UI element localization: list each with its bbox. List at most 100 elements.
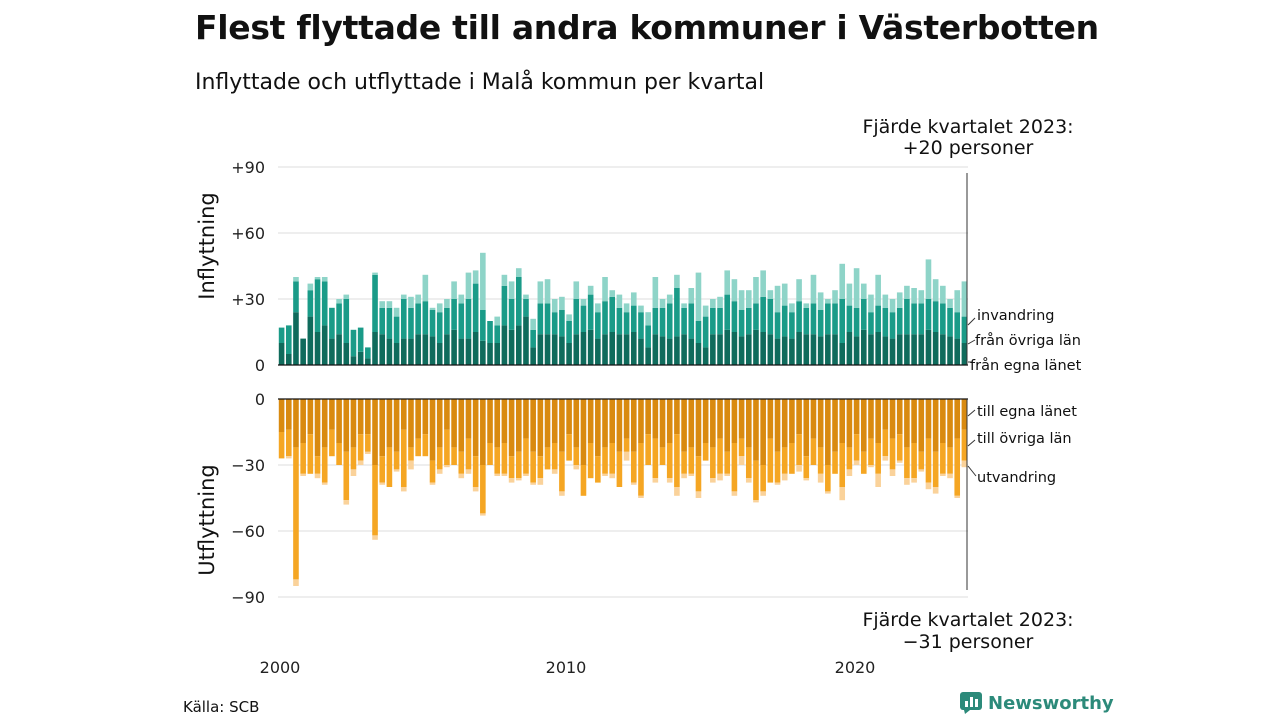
bar-in_ovriga (882, 307, 889, 337)
bar-in_invandring (429, 307, 436, 310)
series-label-till-egna-lanet: till egna länet (977, 404, 1077, 420)
bar-ut_utvandring (961, 460, 968, 468)
bar-ut_utvandring (609, 473, 616, 479)
bar-ut_egna (925, 399, 932, 439)
bar-in_ovriga (444, 307, 450, 335)
leader-line (967, 317, 976, 326)
bar-ut_ovriga (566, 434, 572, 461)
ytick-label: −60 (231, 522, 265, 541)
bar-ut_ovriga (918, 451, 925, 470)
bar-in_egna (738, 336, 745, 365)
bar-in_egna (853, 336, 860, 365)
bar-ut_ovriga (796, 434, 802, 465)
bar-ut_ovriga (551, 443, 558, 470)
bar-in_ovriga (386, 307, 393, 339)
bar-in_ovriga (566, 321, 572, 343)
bar-in_egna (961, 343, 968, 365)
series-label-till-ovriga-lan: till övriga län (977, 431, 1072, 447)
bar-in_ovriga (365, 347, 371, 359)
bar-ut_ovriga (372, 465, 378, 536)
bar-in_invandring (501, 274, 508, 286)
bar-in_ovriga (817, 310, 824, 337)
bar-in_egna (429, 336, 436, 365)
bar-ut_egna (889, 399, 896, 439)
series-label-invandring: invandring (977, 308, 1054, 324)
bar-in_egna (745, 334, 752, 365)
bar-ut_ovriga (954, 438, 961, 496)
bar-ut_utvandring (817, 473, 824, 483)
bar-ut_ovriga (645, 434, 651, 465)
bar-ut_egna (357, 399, 364, 435)
bar-in_egna (623, 334, 630, 365)
bar-in_invandring (738, 290, 745, 310)
bar-in_invandring (731, 279, 738, 302)
bar-ut_egna (853, 399, 860, 435)
bar-ut_ovriga (724, 451, 731, 474)
bar-in_ovriga (630, 305, 637, 332)
bar-in_invandring (523, 294, 529, 299)
bar-in_ovriga (623, 312, 630, 335)
bar-ut_utvandring (803, 478, 810, 481)
bar-ut_ovriga (882, 429, 889, 457)
bar-ut_utvandring (408, 460, 414, 470)
bar-in_egna (882, 336, 889, 365)
bar-ut_ovriga (307, 434, 314, 474)
bar-in_egna (436, 343, 443, 365)
brand-logo: Newsworthy (960, 692, 1114, 714)
bar-in_egna (695, 343, 702, 365)
bar-ut_egna (595, 399, 601, 457)
bar-ut_ovriga (674, 434, 680, 487)
bar-in_ovriga (515, 277, 522, 326)
bar-in_ovriga (774, 312, 781, 339)
bar-in_egna (710, 334, 716, 365)
bar-in_ovriga (587, 294, 594, 330)
y-axis-label-inflyttning: Inflyttning (195, 192, 219, 299)
bar-ut_ovriga (379, 456, 386, 483)
bar-in_invandring (853, 268, 860, 308)
bar-ut_egna (666, 399, 673, 443)
bar-in_invandring (868, 294, 874, 313)
bar-in_invandring (717, 296, 723, 308)
bar-ut_utvandring (954, 495, 961, 498)
bar-in_egna (609, 332, 616, 365)
bar-in_invandring (710, 299, 716, 308)
bar-in_egna (932, 332, 939, 365)
bar-ut_egna (494, 399, 501, 448)
bar-ut_ovriga (803, 456, 810, 479)
bar-ut_egna (523, 399, 529, 439)
bar-in_ovriga (508, 299, 515, 330)
bar-ut_ovriga (717, 438, 723, 474)
bar-in_invandring (695, 272, 702, 321)
bar-ut_egna (393, 399, 400, 452)
annotation-bottom-line1: Fjärde kvartalet 2023: (862, 609, 1073, 631)
bar-in_invandring (796, 279, 802, 302)
bar-in_egna (487, 343, 493, 365)
bar-ut_egna (293, 399, 299, 448)
bar-in_egna (630, 332, 637, 365)
bar-ut_utvandring (904, 478, 910, 485)
bar-in_invandring (681, 303, 687, 308)
bar-in_egna (724, 329, 731, 365)
bar-ut_egna (587, 399, 594, 443)
bar-in_ovriga (724, 294, 731, 330)
bar-in_egna (408, 338, 414, 365)
bar-in_ovriga (465, 299, 472, 339)
bar-in_invandring (702, 305, 709, 317)
bar-in_ovriga (609, 296, 616, 332)
bar-ut_ovriga (695, 456, 702, 492)
bar-ut_ovriga (767, 438, 774, 483)
bar-in_invandring (774, 285, 781, 313)
bar-ut_egna (415, 399, 421, 439)
bar-ut_egna (846, 399, 853, 448)
bar-in_ovriga (674, 288, 680, 337)
bar-in_egna (904, 334, 910, 365)
bar-in_egna (508, 329, 515, 365)
bar-in_invandring (587, 285, 594, 295)
bar-in_invandring (724, 270, 731, 295)
bar-in_egna (372, 332, 378, 365)
bar-in_egna (796, 332, 802, 365)
bar-ut_egna (789, 399, 795, 443)
bar-ut_ovriga (408, 447, 414, 461)
bar-ut_ovriga (444, 429, 450, 465)
bar-in_invandring (896, 292, 903, 308)
